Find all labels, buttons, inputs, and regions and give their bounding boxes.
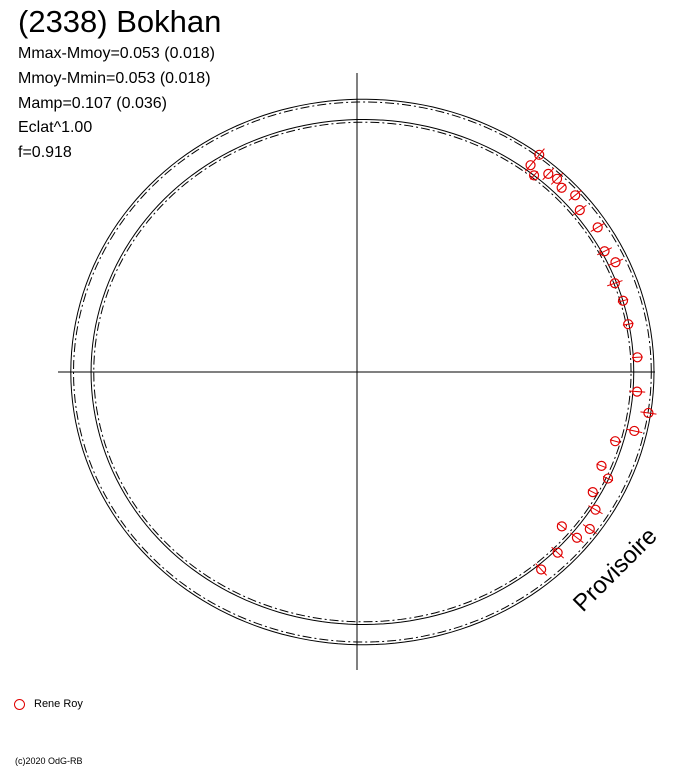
point-marker — [551, 173, 563, 184]
point-marker — [617, 295, 629, 306]
point-marker — [610, 257, 621, 268]
error-bar — [626, 428, 643, 434]
data-point — [602, 473, 614, 484]
error-bar — [607, 280, 623, 287]
error-bar — [596, 463, 607, 469]
point-marker — [590, 504, 601, 515]
error-bar — [609, 439, 621, 444]
point-marker — [629, 425, 640, 437]
stat-mmax-mmoy: Mmax-Mmoy=0.053 (0.018) — [18, 45, 215, 62]
copyright-text: (c)2020 OdG-RB — [15, 756, 83, 766]
stat-eclat: Eclat^1.00 — [18, 119, 93, 136]
error-bar — [590, 222, 605, 232]
error-bar — [535, 563, 548, 576]
point-marker — [599, 246, 610, 257]
model-curve-inner — [90, 118, 635, 626]
data-point — [588, 504, 603, 515]
error-bar — [551, 546, 565, 559]
error-bar — [572, 204, 587, 216]
error-bar — [533, 148, 545, 162]
data-point — [533, 148, 545, 162]
point-marker — [528, 170, 540, 181]
error-bar — [550, 172, 564, 185]
point-marker — [623, 319, 634, 330]
point-marker — [556, 521, 567, 532]
legend-marker — [14, 698, 25, 710]
data-point — [629, 386, 646, 397]
error-bar — [530, 171, 539, 180]
error-bar — [582, 524, 597, 534]
error-bar — [602, 475, 614, 482]
error-bar — [570, 532, 584, 544]
data-point — [550, 172, 564, 185]
data-point — [556, 182, 567, 193]
point-marker — [543, 168, 554, 179]
error-bar — [597, 247, 613, 256]
error-bar — [631, 356, 643, 359]
point-marker — [552, 547, 563, 558]
point-marker — [609, 278, 620, 289]
point-marker — [632, 352, 643, 363]
data-point — [528, 170, 540, 181]
data-point — [607, 278, 623, 289]
stat-f: f=0.918 — [18, 144, 72, 161]
stat-mmoy-mmin: Mmoy-Mmin=0.053 (0.018) — [18, 70, 211, 87]
data-point — [590, 222, 605, 233]
point-marker — [525, 160, 536, 171]
data-point — [609, 436, 621, 447]
legend: Rene Roy — [14, 697, 83, 711]
data-point — [551, 546, 565, 559]
data-point — [535, 563, 548, 576]
point-marker — [574, 205, 585, 216]
point-marker — [602, 473, 614, 484]
data-point — [542, 167, 555, 181]
model-curves — [70, 98, 655, 646]
point-marker — [536, 564, 547, 575]
error-bar — [622, 322, 634, 326]
point-marker — [570, 190, 581, 201]
observation-points — [524, 148, 657, 576]
data-point — [631, 352, 643, 363]
error-bar — [607, 258, 624, 266]
error-bar — [640, 411, 657, 415]
error-bar — [587, 489, 598, 496]
data-point — [587, 487, 598, 498]
data-point — [572, 204, 587, 216]
point-marker — [632, 386, 643, 397]
data-point — [570, 532, 584, 544]
point-marker — [643, 407, 654, 419]
point-marker — [556, 182, 567, 193]
point-marker — [610, 436, 621, 447]
error-bar — [617, 298, 629, 303]
error-bar — [568, 189, 582, 201]
data-point — [640, 407, 657, 419]
data-point — [607, 257, 624, 268]
point-marker — [596, 460, 607, 471]
error-bar — [542, 167, 555, 181]
point-marker — [592, 222, 603, 233]
model-curve-outer — [70, 98, 655, 646]
data-point — [596, 460, 607, 471]
error-bar — [557, 522, 567, 531]
error-bar — [557, 183, 567, 192]
data-point — [597, 246, 613, 257]
data-point — [582, 523, 597, 535]
data-point — [568, 189, 582, 201]
data-point — [622, 319, 634, 330]
chart-title: (2338) Bokhan — [18, 4, 222, 39]
error-bar — [629, 390, 646, 393]
point-marker — [584, 523, 595, 535]
data-point — [617, 295, 629, 306]
data-point — [626, 425, 643, 437]
point-marker — [571, 532, 583, 543]
model-curve-outer-dashed — [72, 101, 652, 643]
error-bar — [588, 505, 603, 515]
stat-mamp: Mamp=0.107 (0.036) — [18, 95, 167, 112]
legend-label: Rene Roy — [34, 698, 83, 710]
data-point — [556, 521, 567, 532]
point-marker — [534, 149, 545, 160]
model-curve-inner-dashed — [93, 121, 632, 623]
point-marker — [587, 487, 598, 498]
